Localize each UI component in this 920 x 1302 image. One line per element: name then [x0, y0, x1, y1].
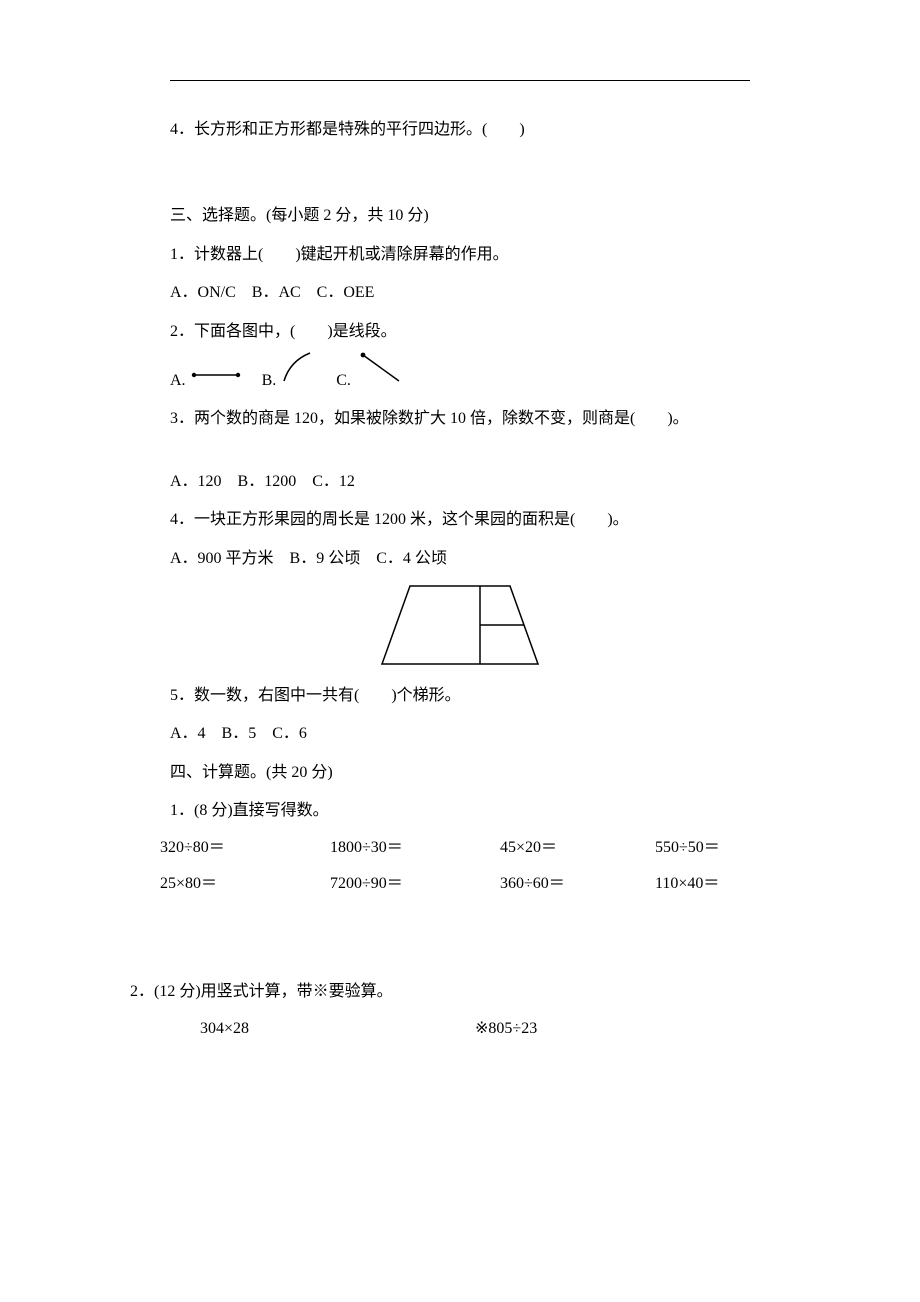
- calc-cell: 320÷80＝: [160, 830, 330, 865]
- calc-cell: 1800÷30＝: [330, 830, 500, 865]
- segment-icon: [190, 365, 246, 385]
- spacer: [170, 149, 750, 197]
- trapezoid-icon: [380, 584, 540, 666]
- s3-q2-label-a: A.: [170, 362, 186, 400]
- page: 4．长方形和正方形都是特殊的平行四边形。( ) 三、选择题。(每小题 2 分，共…: [0, 0, 920, 1126]
- section4-heading: 四、计算题。(共 20 分): [170, 754, 750, 792]
- s3-q5-opts: A．4 B．5 C．6: [170, 715, 750, 753]
- section3-heading: 三、选择题。(每小题 2 分，共 10 分): [170, 197, 750, 235]
- s3-q3-stem: 3．两个数的商是 120，如果被除数扩大 10 倍，除数不变，则商是( )。: [170, 400, 750, 438]
- s3-q4-stem: 4．一块正方形果园的周长是 1200 米，这个果园的面积是( )。: [170, 501, 750, 539]
- s3-q2-options-row: A. B. C.: [170, 351, 750, 400]
- s3-q2-stem: 2．下面各图中，( )是线段。: [170, 313, 750, 351]
- s3-q2-option-b-figure: [280, 351, 320, 400]
- vertical-calc-item: ※805÷23: [475, 1011, 675, 1046]
- s4-p2-stem: 2．(12 分)用竖式计算，带※要验算。: [130, 973, 750, 1011]
- s3-q2-option-c-figure: [355, 351, 405, 400]
- s3-q3-opts: A．120 B．1200 C．12: [170, 463, 750, 501]
- spacer: [170, 949, 750, 973]
- calc-cell: 360÷60＝: [500, 866, 655, 901]
- ray-icon: [355, 351, 405, 385]
- s3-q2-label-b: B.: [262, 362, 277, 400]
- top-rule: [170, 80, 750, 81]
- s3-q5-figure: [170, 584, 750, 671]
- calc-cell: 110×40＝: [655, 866, 775, 901]
- s4-p2-items: 304×28 ※805÷23: [200, 1011, 750, 1046]
- s3-q2-option-a-figure: [190, 362, 246, 400]
- s3-q2-label-c: C.: [336, 362, 351, 400]
- spacer: [170, 439, 750, 463]
- s4-p1-row2: 25×80＝ 7200÷90＝ 360÷60＝ 110×40＝: [160, 866, 750, 901]
- calc-cell: 25×80＝: [160, 866, 330, 901]
- vertical-calc-item: 304×28: [200, 1011, 475, 1046]
- s3-q1-opts: A．ON/C B．AC C．OEE: [170, 274, 750, 312]
- calc-cell: 7200÷90＝: [330, 866, 500, 901]
- curve-icon: [280, 351, 320, 385]
- calc-cell: 550÷50＝: [655, 830, 775, 865]
- s3-q5-stem: 5．数一数，右图中一共有( )个梯形。: [170, 677, 750, 715]
- s4-p1-stem: 1．(8 分)直接写得数。: [170, 792, 750, 830]
- prev-q4-tf: 4．长方形和正方形都是特殊的平行四边形。( ): [170, 111, 750, 149]
- calc-cell: 45×20＝: [500, 830, 655, 865]
- spacer: [170, 901, 750, 949]
- s3-q1-stem: 1．计数器上( )键起开机或清除屏幕的作用。: [170, 236, 750, 274]
- s3-q4-opts: A．900 平方米 B．9 公顷 C．4 公顷: [170, 540, 750, 578]
- s4-p1-row1: 320÷80＝ 1800÷30＝ 45×20＝ 550÷50＝: [160, 830, 750, 865]
